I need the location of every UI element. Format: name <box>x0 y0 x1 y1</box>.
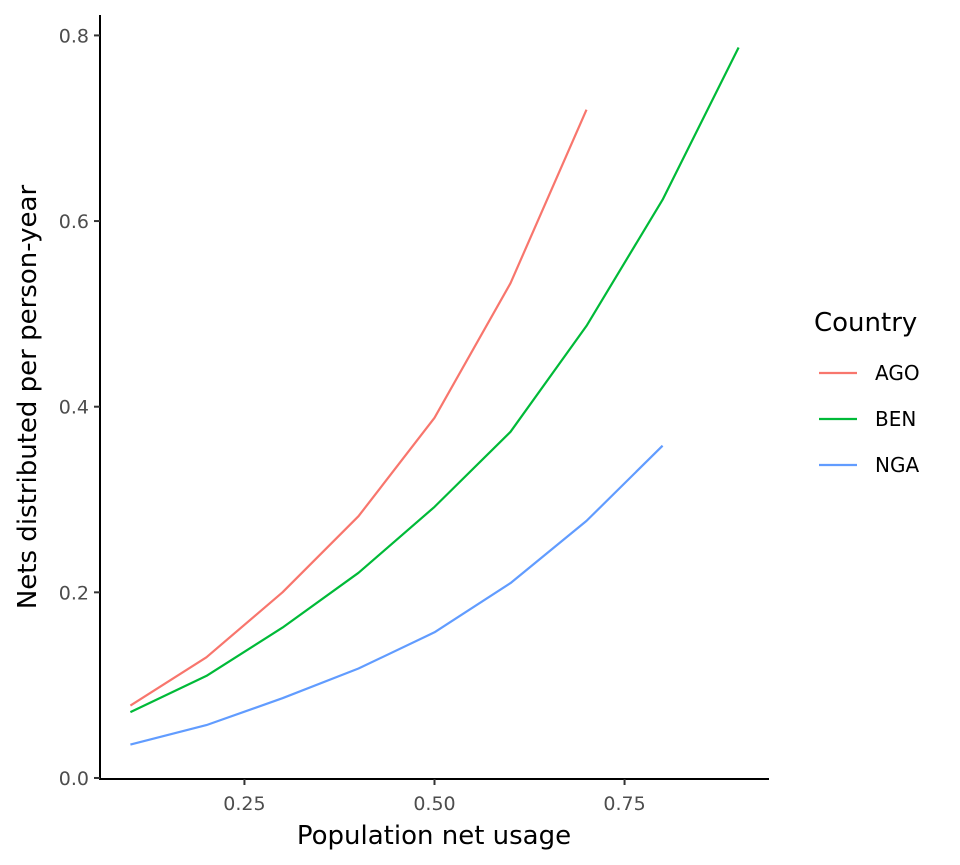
legend-items: AGO BEN NGA <box>819 361 920 477</box>
y-axis-title: Nets distributed per person-year <box>13 185 43 610</box>
x-axis-ticks: 0.25 0.50 0.75 <box>223 779 646 815</box>
legend-label: AGO <box>875 361 920 385</box>
legend-item-ben: BEN <box>819 407 916 431</box>
y-tick-label: 0.6 <box>59 211 89 233</box>
legend: Country AGO BEN NGA <box>814 308 920 477</box>
series-line-ago <box>129 109 588 707</box>
legend-label: NGA <box>875 453 919 477</box>
y-tick-label: 0.0 <box>59 768 89 790</box>
y-tick-label: 0.2 <box>59 582 89 604</box>
y-tick-label: 0.4 <box>59 397 89 419</box>
legend-label: BEN <box>875 407 916 431</box>
series-layer <box>129 47 740 746</box>
x-axis-title: Population net usage <box>297 821 571 851</box>
legend-title: Country <box>814 308 917 338</box>
series-line-nga <box>130 444 664 746</box>
series-line-ben <box>129 47 740 714</box>
legend-item-nga: NGA <box>819 453 919 477</box>
x-tick-label: 0.75 <box>603 793 645 815</box>
x-tick-label: 0.50 <box>413 793 455 815</box>
y-tick-label: 0.8 <box>59 25 89 47</box>
legend-item-ago: AGO <box>819 361 920 385</box>
y-axis-ticks: 0.0 0.2 0.4 0.6 0.8 <box>59 25 100 790</box>
x-tick-label: 0.25 <box>223 793 265 815</box>
